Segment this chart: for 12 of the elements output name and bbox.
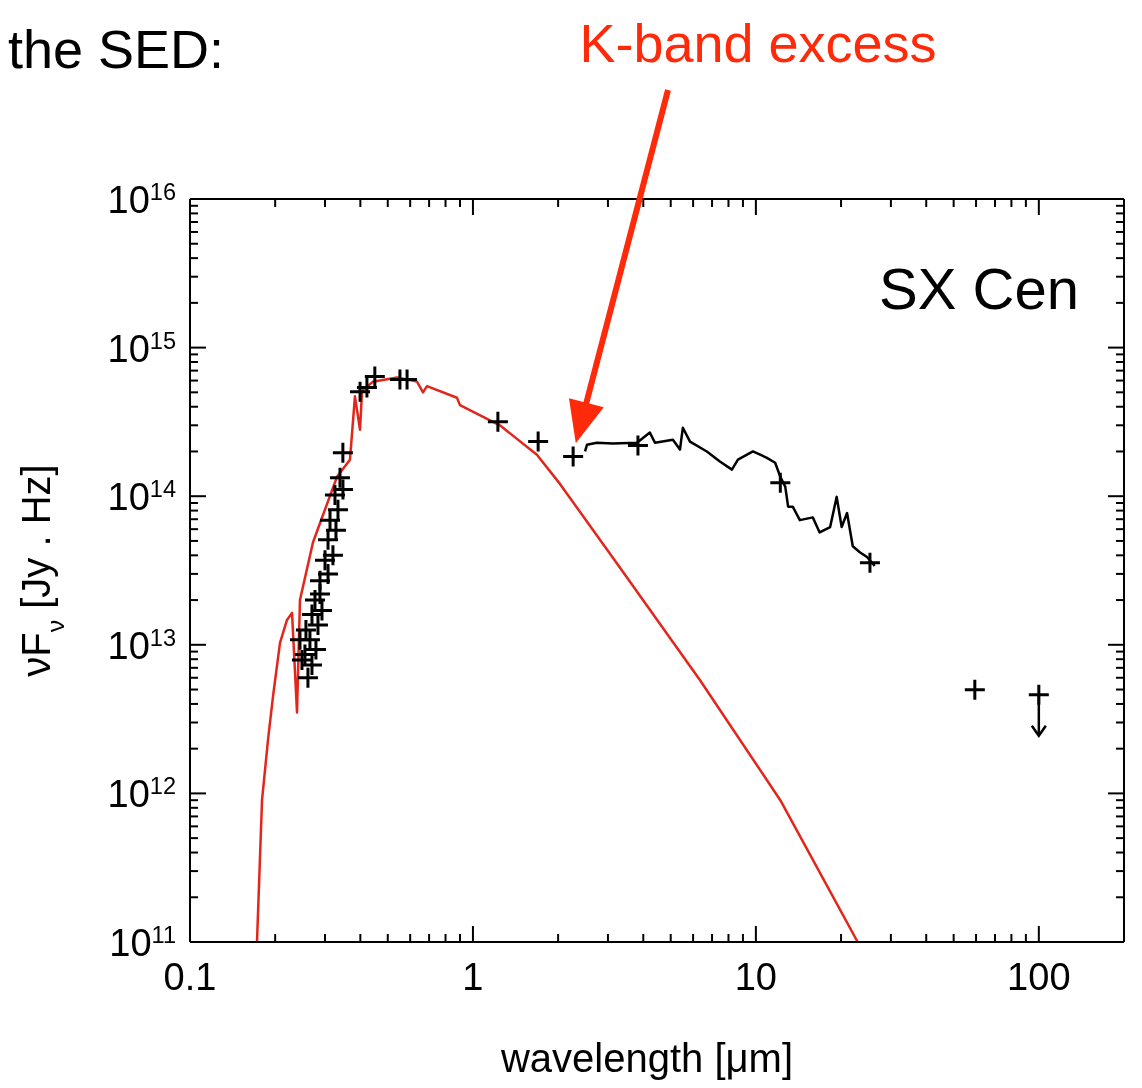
x-tick-label: 1	[462, 956, 484, 998]
x-tick-label: 100	[1007, 956, 1071, 998]
chart-title: the SED:	[8, 19, 225, 80]
y-tick-label: 10$^{15}$	[107, 327, 176, 370]
x-axis-title: wavelength [μm]	[499, 1036, 794, 1080]
annotation: SX Cen	[879, 256, 1079, 321]
y-tick-label: 10$^{12}$	[107, 773, 176, 816]
text: K-band excess	[579, 13, 937, 73]
y-tick-label: 10$^{14}$	[107, 476, 176, 519]
x-tick-label: 10	[734, 956, 778, 998]
y-tick-label: 10$^{13}$	[107, 624, 176, 667]
y-tick-label: 10$^{16}$	[107, 179, 176, 221]
